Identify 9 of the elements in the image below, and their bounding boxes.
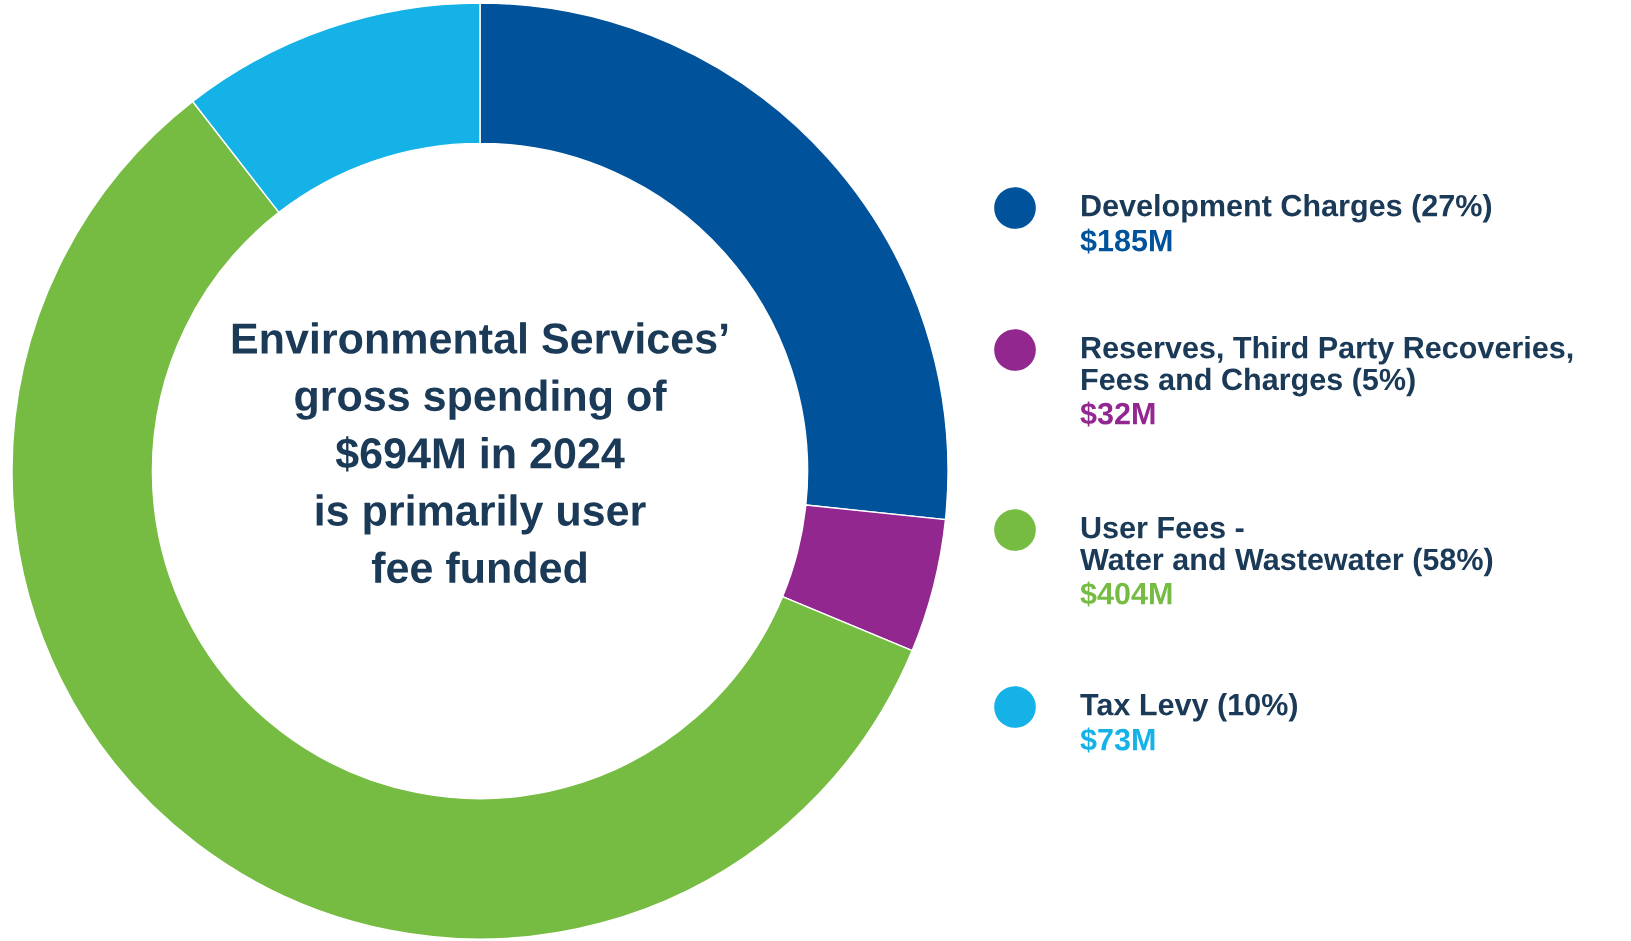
data-label: $404M: [1080, 581, 1172, 607]
data-label: $185M: [1080, 228, 1172, 254]
data-label: $73M: [1080, 727, 1155, 753]
legend-label: Reserves, Third Party Recoveries, Fees and Charges (5%): [1082, 336, 1573, 397]
data-label: $32M: [1080, 401, 1155, 427]
legend-label: Development Charges (27%): [1082, 194, 1492, 223]
text: Environmental Services’ gross spending of $694M in 2024 is primarily user fee funded: [232, 322, 728, 584]
legend-label: User Fees - Water and Wastewater (58%): [1080, 517, 1493, 577]
legend-label: Tax Levy (10%): [1080, 693, 1298, 722]
